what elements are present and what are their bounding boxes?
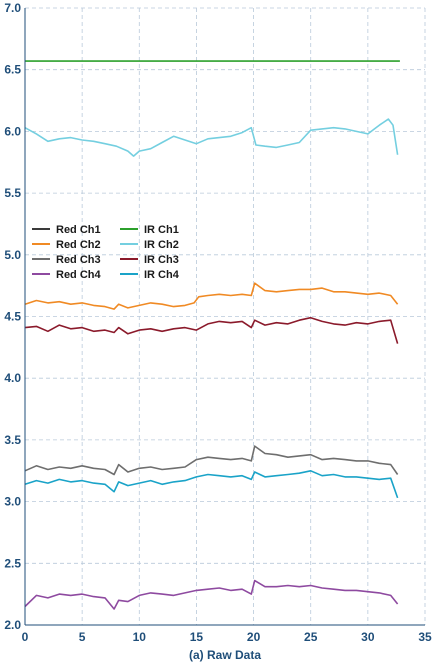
series-line-ir-ch2: [24, 118, 399, 157]
y-tick-label: 7.0: [4, 1, 21, 15]
y-tick-label: 5.5: [4, 186, 21, 200]
series-line-ir-ch3: [24, 316, 399, 344]
y-tick-label: 4.0: [4, 371, 21, 385]
legend-label-ir-ch4: IR Ch4: [144, 269, 180, 281]
legend-label-ir-ch3: IR Ch3: [144, 254, 179, 266]
y-tick-label: 3.5: [4, 433, 21, 447]
legend-label-ir-ch2: IR Ch2: [144, 239, 179, 251]
grid-lines: [24, 7, 426, 626]
x-tick-label: 35: [418, 630, 432, 644]
x-tick-label: 30: [361, 630, 375, 644]
legend: Red Ch1 IR Ch1 Red Ch2 IR Ch2 Red Ch3 IR Ch3 R…: [32, 224, 180, 281]
y-tick-label: 4.5: [4, 310, 21, 324]
x-tick-label: 15: [190, 630, 204, 644]
y-tick-label: 2.0: [4, 618, 21, 632]
y-tick-label: 6.0: [4, 124, 21, 138]
x-tick-label: 25: [304, 630, 318, 644]
series-line-red-ch3: [24, 445, 399, 476]
x-tick-label: 0: [22, 630, 29, 644]
y-tick-label: 6.5: [4, 63, 21, 77]
y-tick-label: 3.0: [4, 495, 21, 509]
legend-label-red-ch1: Red Ch1: [56, 224, 101, 236]
x-tick-label: 10: [133, 630, 147, 644]
axes: 0 5 10 15 20 25 30 35 2.0 2.5 3.0 3.5 4.0 4.5 5.0 5.5 6.…: [4, 1, 432, 644]
legend-label-red-ch3: Red Ch3: [56, 254, 101, 266]
series-line-ir-ch4: [24, 469, 399, 499]
legend-label-red-ch4: Red Ch4: [56, 269, 102, 281]
y-tick-label: 5.0: [4, 248, 21, 262]
legend-label-ir-ch1: IR Ch1: [144, 224, 179, 236]
series-line-red-ch4: [24, 579, 399, 610]
series-line-red-ch2: [24, 282, 399, 310]
x-tick-label: 5: [79, 630, 86, 644]
legend-label-red-ch2: Red Ch2: [56, 239, 101, 251]
y-tick-label: 2.5: [4, 556, 21, 570]
chart-caption: (a) Raw Data: [189, 648, 261, 662]
x-tick-label: 20: [247, 630, 261, 644]
series-lines: [24, 60, 400, 610]
